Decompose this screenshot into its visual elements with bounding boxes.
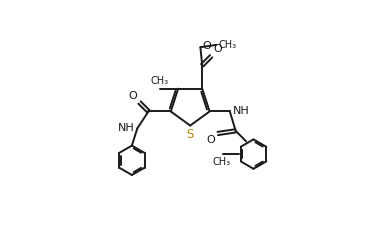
Text: O: O xyxy=(202,42,211,52)
Text: O: O xyxy=(213,44,222,54)
Text: S: S xyxy=(187,128,194,141)
Text: CH₃: CH₃ xyxy=(150,76,169,86)
Text: NH: NH xyxy=(118,123,134,133)
Text: O: O xyxy=(207,135,216,145)
Text: CH₃: CH₃ xyxy=(212,157,231,167)
Text: O: O xyxy=(129,91,137,101)
Text: CH₃: CH₃ xyxy=(218,40,236,50)
Text: NH: NH xyxy=(233,106,250,116)
